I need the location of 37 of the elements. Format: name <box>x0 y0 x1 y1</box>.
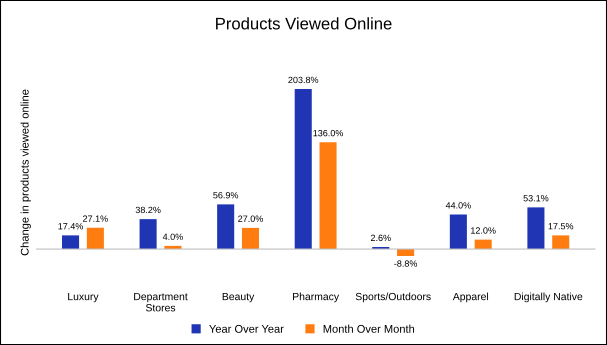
bar <box>217 204 234 250</box>
bar <box>294 89 312 250</box>
bar <box>320 142 337 250</box>
data-label: 56.9% <box>213 192 238 198</box>
data-label: -8.8% <box>394 260 418 267</box>
data-label: 203.8% <box>288 76 318 84</box>
data-label: 2.6% <box>370 234 391 242</box>
legend-label: Year Over Year <box>209 324 284 333</box>
x-tick-label: Digitally Native <box>514 292 582 302</box>
data-label: 12.0% <box>471 227 496 234</box>
bar <box>242 228 260 250</box>
bar <box>140 219 157 250</box>
data-label: 27.1% <box>83 215 108 222</box>
x-tick-label: Luxury <box>68 292 99 302</box>
x-tick-label: Apparel <box>452 292 488 302</box>
data-label: 38.2% <box>136 206 161 214</box>
bar <box>450 214 467 250</box>
y-axis-title: Change in products viewed online <box>20 90 31 256</box>
legend-label: Month Over Month <box>324 324 414 333</box>
bar <box>552 235 570 250</box>
data-label: 17.4% <box>58 223 84 230</box>
bar <box>397 249 414 256</box>
bar <box>62 235 80 250</box>
data-label: 17.5% <box>548 223 574 230</box>
data-label: 53.1% <box>523 195 548 202</box>
chart-title: Products Viewed Online <box>216 17 392 30</box>
bar <box>86 228 104 250</box>
data-label: 27.0% <box>238 216 263 222</box>
bar <box>527 207 544 250</box>
data-label: 4.0% <box>162 234 183 240</box>
x-tick-label: Department Stores <box>134 292 188 312</box>
x-tick-label: Pharmacy <box>293 292 340 302</box>
data-label: 44.0% <box>446 202 471 209</box>
bar <box>474 240 492 250</box>
x-tick-label: Sports/Outdoors <box>356 292 431 302</box>
data-label: 136.0% <box>313 130 344 136</box>
x-tick-label: Beauty <box>222 292 254 302</box>
